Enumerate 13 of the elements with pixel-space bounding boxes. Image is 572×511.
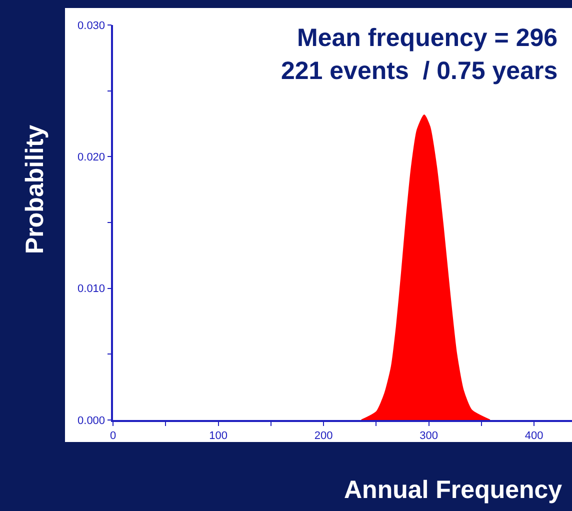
y-tick-label: 0.020 xyxy=(78,152,106,164)
annotation: Mean frequency = 296 xyxy=(297,24,558,52)
annotation: 221 events / 0.75 years xyxy=(281,57,558,85)
y-tick-label: 0.030 xyxy=(78,20,106,32)
x-tick-label: 200 xyxy=(314,430,333,442)
y-axis-title: Probability xyxy=(21,124,49,254)
x-axis-title: Annual Frequency xyxy=(344,476,562,504)
y-tick-label: 0.010 xyxy=(78,283,106,296)
x-tick-label: 300 xyxy=(420,430,438,442)
y-tick-label: 0.000 xyxy=(78,414,106,427)
x-tick-label: 0 xyxy=(110,430,116,442)
x-tick-label: 400 xyxy=(524,430,544,442)
x-tick-label: 100 xyxy=(209,430,228,442)
